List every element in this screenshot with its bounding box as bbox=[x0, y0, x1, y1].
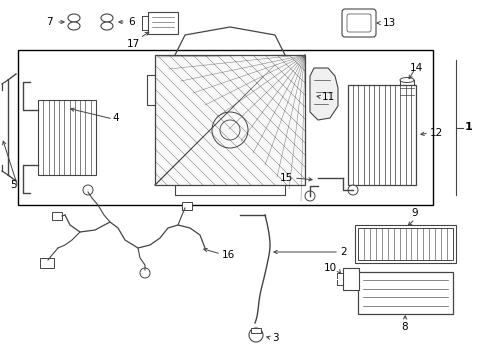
Ellipse shape bbox=[400, 99, 414, 104]
Ellipse shape bbox=[101, 22, 113, 30]
Polygon shape bbox=[310, 68, 338, 120]
Bar bbox=[182, 202, 192, 210]
Ellipse shape bbox=[101, 14, 113, 22]
Bar bbox=[52, 212, 62, 220]
Text: 7: 7 bbox=[47, 17, 53, 27]
Bar bbox=[355, 225, 456, 263]
Bar bbox=[18, 50, 433, 205]
Text: 6: 6 bbox=[128, 17, 135, 27]
Text: 14: 14 bbox=[410, 63, 423, 73]
Ellipse shape bbox=[68, 22, 80, 30]
Bar bbox=[348, 85, 416, 185]
Text: 10: 10 bbox=[324, 263, 337, 273]
Text: 17: 17 bbox=[127, 39, 140, 49]
Bar bbox=[400, 80, 414, 102]
Circle shape bbox=[249, 328, 263, 342]
Text: 1: 1 bbox=[465, 122, 473, 132]
Bar bbox=[40, 258, 54, 268]
Text: 15: 15 bbox=[280, 173, 293, 183]
Text: 12: 12 bbox=[430, 128, 443, 138]
Circle shape bbox=[83, 185, 93, 195]
Circle shape bbox=[305, 191, 315, 201]
Circle shape bbox=[348, 185, 358, 195]
Ellipse shape bbox=[400, 77, 414, 82]
Bar bbox=[155, 55, 305, 185]
Text: 3: 3 bbox=[272, 333, 279, 343]
Circle shape bbox=[140, 268, 150, 278]
Bar bbox=[148, 12, 178, 34]
Bar bbox=[38, 100, 96, 175]
FancyBboxPatch shape bbox=[347, 14, 371, 32]
Text: 16: 16 bbox=[222, 250, 235, 260]
Bar bbox=[343, 268, 359, 290]
Ellipse shape bbox=[68, 14, 80, 22]
Text: 8: 8 bbox=[402, 322, 408, 332]
Text: 5: 5 bbox=[10, 180, 17, 190]
Text: 13: 13 bbox=[383, 18, 396, 28]
Bar bbox=[251, 328, 261, 333]
Text: 2: 2 bbox=[340, 247, 346, 257]
Text: 11: 11 bbox=[322, 92, 335, 102]
Text: 4: 4 bbox=[112, 113, 119, 123]
Bar bbox=[358, 272, 453, 314]
Text: 9: 9 bbox=[412, 208, 418, 218]
FancyBboxPatch shape bbox=[342, 9, 376, 37]
Bar bbox=[358, 228, 453, 260]
